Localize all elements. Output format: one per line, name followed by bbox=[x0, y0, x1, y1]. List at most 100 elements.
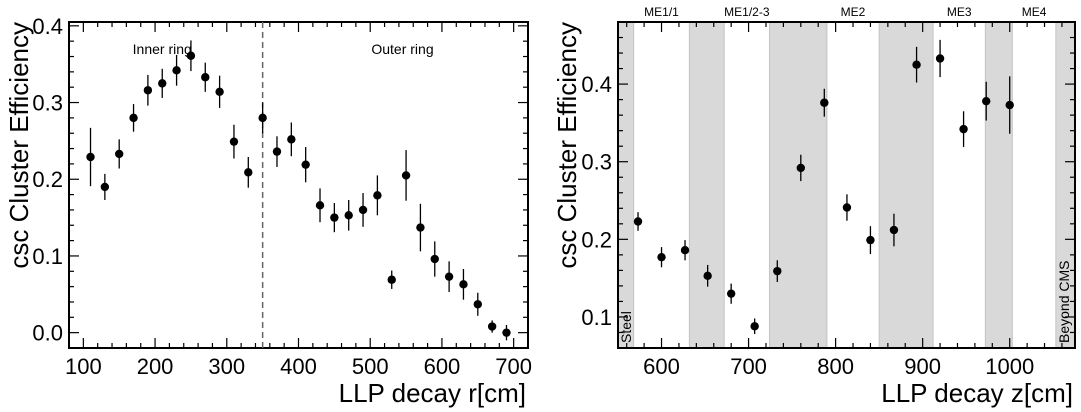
data-marker bbox=[912, 60, 921, 69]
data-point bbox=[344, 199, 353, 231]
x-tick-label: 600 bbox=[643, 354, 680, 379]
data-marker bbox=[100, 182, 110, 192]
data-point bbox=[215, 75, 224, 108]
x-axis-title-z: LLP decay z[cm] bbox=[881, 378, 1073, 408]
data-marker bbox=[889, 225, 899, 235]
y-tick-label: 0.1 bbox=[32, 244, 63, 269]
y-tick-label: 0.4 bbox=[32, 14, 63, 39]
data-marker bbox=[444, 272, 454, 281]
data-marker bbox=[796, 163, 805, 173]
data-marker bbox=[487, 322, 497, 331]
data-point bbox=[959, 111, 968, 147]
data-point bbox=[487, 320, 497, 333]
data-point bbox=[387, 270, 396, 289]
data-marker bbox=[982, 96, 991, 106]
data-marker bbox=[473, 300, 482, 309]
data-point bbox=[1005, 76, 1014, 134]
data-marker bbox=[129, 113, 138, 123]
detector-region-band bbox=[688, 21, 725, 349]
data-marker bbox=[344, 211, 353, 220]
station-label: ME3 bbox=[947, 5, 972, 19]
data-marker bbox=[315, 201, 325, 210]
data-point bbox=[100, 173, 110, 200]
data-point bbox=[129, 104, 138, 132]
data-point bbox=[272, 136, 282, 167]
data-point bbox=[912, 46, 921, 83]
data-point bbox=[244, 157, 253, 188]
data-point bbox=[982, 81, 991, 121]
data-marker bbox=[358, 205, 368, 215]
detector-region-band bbox=[617, 21, 635, 349]
left-frame bbox=[68, 21, 529, 349]
data-marker bbox=[657, 252, 666, 262]
inner-ring-label: Inner ring bbox=[133, 41, 192, 57]
data-marker bbox=[229, 137, 239, 146]
data-marker bbox=[633, 217, 643, 226]
data-point bbox=[416, 203, 425, 252]
data-marker bbox=[842, 203, 852, 212]
data-marker bbox=[158, 79, 167, 88]
data-point bbox=[703, 264, 712, 287]
detector-region-band bbox=[768, 21, 828, 349]
data-point bbox=[430, 241, 439, 277]
data-point bbox=[842, 194, 852, 221]
data-marker bbox=[866, 235, 875, 245]
data-point bbox=[201, 62, 210, 92]
station-label: ME1/2-3 bbox=[724, 5, 770, 19]
y-tick-label: 0.1 bbox=[581, 305, 612, 330]
data-marker bbox=[258, 113, 267, 123]
data-point bbox=[373, 175, 382, 216]
y-tick-label: 0.2 bbox=[32, 167, 63, 192]
data-point bbox=[301, 147, 310, 183]
x-tick-label: 500 bbox=[352, 354, 389, 379]
data-marker bbox=[186, 51, 196, 60]
data-point bbox=[172, 54, 181, 86]
data-point bbox=[229, 124, 239, 159]
data-marker bbox=[215, 87, 224, 97]
data-point bbox=[657, 247, 666, 268]
detector-region-band bbox=[878, 21, 934, 349]
data-marker bbox=[373, 191, 382, 200]
data-point bbox=[935, 39, 945, 78]
data-marker bbox=[301, 160, 310, 169]
data-point bbox=[358, 193, 368, 227]
data-point bbox=[330, 203, 339, 233]
data-point bbox=[796, 154, 805, 182]
data-point bbox=[750, 318, 759, 335]
data-marker bbox=[1005, 100, 1014, 110]
station-label: ME2 bbox=[841, 5, 866, 19]
data-point bbox=[459, 268, 468, 300]
right-frame bbox=[617, 21, 1076, 349]
data-marker bbox=[959, 124, 968, 134]
data-point bbox=[143, 74, 153, 106]
x-axis-title-r: LLP decay r[cm] bbox=[339, 378, 526, 408]
data-marker bbox=[115, 149, 124, 159]
data-marker bbox=[387, 275, 396, 284]
x-tick-label: 100 bbox=[65, 354, 102, 379]
x-tick-label: 600 bbox=[424, 354, 461, 379]
data-marker bbox=[726, 289, 736, 298]
y-tick-label: 0.3 bbox=[32, 91, 63, 116]
y-axis-title-right: csc Cluster Efficiency bbox=[552, 22, 582, 269]
data-point bbox=[115, 139, 124, 169]
station-label: ME1/1 bbox=[644, 5, 679, 19]
x-tick-label: 1000 bbox=[985, 354, 1034, 379]
data-point bbox=[86, 127, 95, 187]
data-marker bbox=[416, 223, 425, 232]
data-point bbox=[401, 150, 411, 201]
data-marker bbox=[172, 66, 181, 75]
data-marker bbox=[430, 254, 439, 264]
y-tick-label: 0.4 bbox=[581, 72, 612, 97]
data-marker bbox=[287, 135, 296, 144]
data-point bbox=[820, 88, 829, 117]
data-point bbox=[287, 122, 296, 157]
y-tick-label: 0.2 bbox=[581, 227, 612, 252]
data-point bbox=[889, 213, 899, 247]
data-point bbox=[444, 261, 454, 293]
data-marker bbox=[935, 54, 945, 63]
x-tick-label: 900 bbox=[904, 354, 941, 379]
data-point bbox=[633, 212, 643, 231]
data-point bbox=[773, 260, 782, 283]
x-tick-label: 800 bbox=[817, 354, 854, 379]
